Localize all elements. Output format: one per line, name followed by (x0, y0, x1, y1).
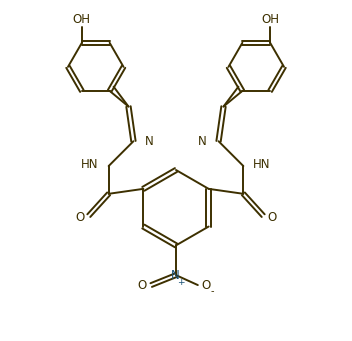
Text: O: O (75, 211, 84, 224)
Text: +: + (177, 278, 185, 286)
Text: N: N (145, 135, 154, 148)
Text: O: O (268, 211, 277, 224)
Text: HN: HN (81, 158, 99, 170)
Text: N: N (171, 269, 180, 282)
Text: HN: HN (253, 158, 271, 170)
Text: N: N (198, 135, 207, 148)
Text: -: - (211, 286, 214, 296)
Text: OH: OH (261, 14, 279, 27)
Text: OH: OH (73, 14, 91, 27)
Text: O: O (138, 279, 147, 292)
Text: O: O (201, 279, 210, 292)
